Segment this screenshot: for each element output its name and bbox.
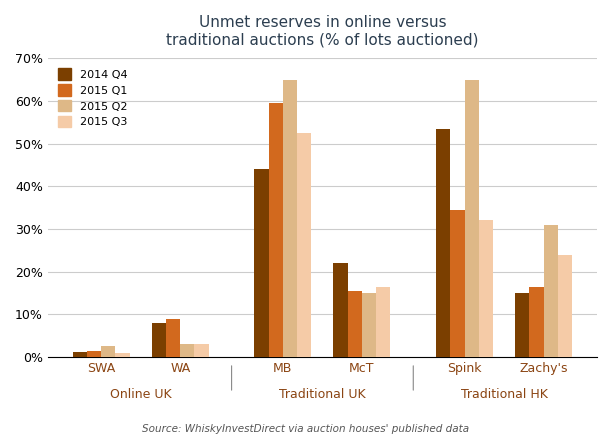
- Bar: [116, 353, 130, 357]
- Text: Traditional UK: Traditional UK: [279, 389, 366, 402]
- Bar: [297, 133, 312, 357]
- Bar: [515, 293, 529, 357]
- Bar: [195, 344, 209, 357]
- Bar: [450, 210, 465, 357]
- Bar: [479, 220, 493, 357]
- Text: Traditional HK: Traditional HK: [461, 389, 548, 402]
- Bar: [87, 351, 101, 357]
- Bar: [362, 293, 376, 357]
- Legend: 2014 Q4, 2015 Q1, 2015 Q2, 2015 Q3: 2014 Q4, 2015 Q1, 2015 Q2, 2015 Q3: [53, 64, 132, 132]
- Title: Unmet reserves in online versus
traditional auctions (% of lots auctioned): Unmet reserves in online versus traditio…: [166, 15, 479, 47]
- Bar: [73, 352, 87, 357]
- Text: Online UK: Online UK: [110, 389, 171, 402]
- Bar: [348, 291, 362, 357]
- Bar: [558, 254, 572, 357]
- Bar: [465, 80, 479, 357]
- Bar: [283, 80, 297, 357]
- Bar: [334, 263, 348, 357]
- Bar: [529, 286, 543, 357]
- Text: Source: WhiskyInvestDirect via auction houses' published data: Source: WhiskyInvestDirect via auction h…: [143, 424, 469, 434]
- Bar: [436, 129, 450, 357]
- Bar: [152, 323, 166, 357]
- Bar: [376, 286, 390, 357]
- Bar: [269, 103, 283, 357]
- Bar: [543, 225, 558, 357]
- Bar: [181, 344, 195, 357]
- Bar: [166, 319, 181, 357]
- Bar: [101, 346, 116, 357]
- Bar: [255, 169, 269, 357]
